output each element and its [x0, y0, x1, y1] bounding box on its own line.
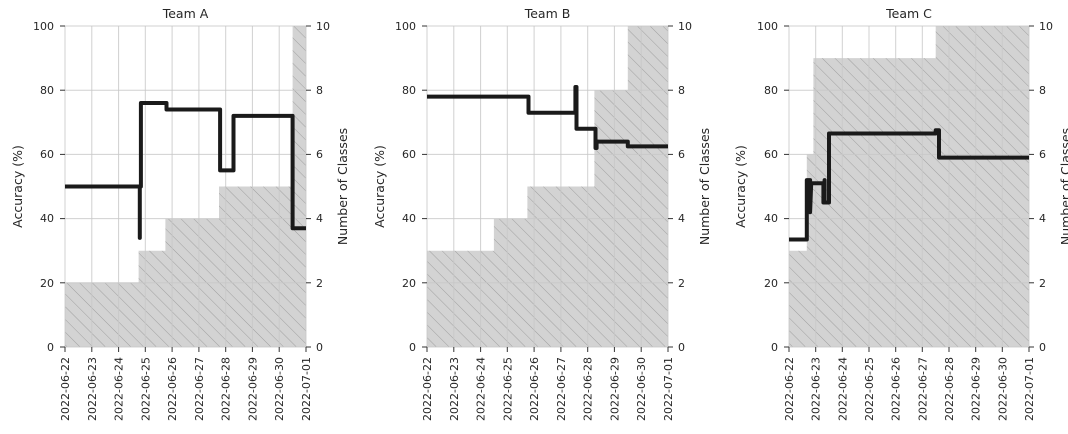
x-tick-label: 2022-06-30 [635, 357, 648, 421]
x-tick-label: 2022-06-28 [582, 357, 595, 421]
y-axis-label: Accuracy (%) [733, 145, 748, 228]
y2-tick-label: 0 [1039, 341, 1046, 354]
panel-title: Team A [162, 6, 209, 21]
y-tick-label: 80 [40, 84, 54, 97]
x-tick-label: 2022-06-22 [421, 357, 434, 421]
x-tick-label: 2022-06-27 [555, 357, 568, 421]
x-tick-labels: 2022-06-22 2022-06-23 2022-06-24 2022-06… [421, 357, 675, 421]
x-tick-label: 2022-06-23 [448, 357, 461, 421]
y-tick-label: 100 [395, 20, 416, 33]
y2-tick-label: 10 [1039, 20, 1053, 33]
accuracy-line [789, 128, 1029, 242]
y2-tick-label: 4 [1039, 212, 1046, 225]
y-tick-label: 40 [764, 212, 778, 225]
y-tick-label: 100 [33, 20, 54, 33]
x-tick-label: 2022-06-28 [943, 357, 956, 421]
panel-team-c: Team C 0 20 40 60 80 100 0 2 4 6 8 10 Ac… [733, 6, 1068, 421]
panel-team-b: Team B 0 20 40 60 80 100 0 2 4 6 8 10 Ac… [372, 6, 712, 421]
y2-tick-label: 8 [316, 84, 323, 97]
y-tick-label: 40 [402, 212, 416, 225]
y2-tick-label: 10 [316, 20, 330, 33]
x-tick-label: 2022-07-01 [1023, 357, 1036, 421]
y-axis-label: Accuracy (%) [372, 145, 387, 228]
x-tick-label: 2022-06-22 [59, 357, 72, 421]
plot-area [60, 25, 311, 352]
y2-tick-label: 6 [316, 148, 323, 161]
x-tick-label: 2022-06-30 [996, 357, 1009, 421]
y-tick-label: 80 [764, 84, 778, 97]
classes-area [65, 26, 306, 347]
classes-area [427, 26, 668, 347]
x-tick-label: 2022-06-27 [916, 357, 929, 421]
x-tick-label: 2022-06-29 [246, 357, 259, 421]
x-tick-label: 2022-06-28 [220, 357, 233, 421]
x-tick-labels: 2022-06-22 2022-06-23 2022-06-24 2022-06… [783, 357, 1036, 421]
y-tick-label: 20 [40, 277, 54, 290]
y2-tick-label: 0 [678, 341, 685, 354]
accuracy-line [427, 85, 668, 150]
panel-team-a: Team A 0 20 40 60 80 100 0 2 4 6 8 10 Ac… [10, 6, 350, 421]
y2-tick-label: 10 [678, 20, 692, 33]
x-tick-label: 2022-06-23 [810, 357, 823, 421]
y2-tick-label: 8 [678, 84, 685, 97]
y2-tick-label: 0 [316, 341, 323, 354]
panel-title: Team B [524, 6, 571, 21]
x-tick-label: 2022-06-25 [139, 357, 152, 421]
y-tick-label: 20 [764, 277, 778, 290]
accuracy-line [65, 101, 306, 240]
plot-area [422, 25, 673, 352]
x-tick-label: 2022-06-29 [608, 357, 621, 421]
x-tick-label: 2022-06-29 [970, 357, 983, 421]
x-tick-label: 2022-06-23 [86, 357, 99, 421]
x-tick-label: 2022-06-25 [863, 357, 876, 421]
y2-tick-label: 6 [678, 148, 685, 161]
y-tick-label: 60 [764, 148, 778, 161]
y2-axis-label: Number of Classes [697, 128, 712, 245]
y2-axis-label: Number of Classes [1058, 128, 1068, 245]
y2-tick-label: 2 [678, 277, 685, 290]
x-tick-label: 2022-07-01 [662, 357, 675, 421]
x-tick-label: 2022-07-01 [300, 357, 313, 421]
y-axis-label: Accuracy (%) [10, 145, 25, 228]
y-tick-label: 80 [402, 84, 416, 97]
x-tick-labels: 2022-06-22 2022-06-23 2022-06-24 2022-06… [59, 357, 313, 421]
y-tick-label: 0 [409, 341, 416, 354]
y-tick-label: 40 [40, 212, 54, 225]
y-tick-label: 100 [757, 20, 778, 33]
y-tick-label: 0 [771, 341, 778, 354]
x-tick-label: 2022-06-26 [528, 357, 541, 421]
x-tick-label: 2022-06-24 [475, 357, 488, 421]
x-tick-label: 2022-06-26 [890, 357, 903, 421]
x-tick-label: 2022-06-27 [193, 357, 206, 421]
y-tick-label: 20 [402, 277, 416, 290]
y2-tick-label: 4 [316, 212, 323, 225]
x-tick-label: 2022-06-26 [166, 357, 179, 421]
y2-tick-label: 6 [1039, 148, 1046, 161]
x-tick-label: 2022-06-25 [501, 357, 514, 421]
x-tick-label: 2022-06-22 [783, 357, 796, 421]
y2-tick-label: 2 [1039, 277, 1046, 290]
x-tick-label: 2022-06-30 [273, 357, 286, 421]
y2-tick-label: 2 [316, 277, 323, 290]
y-tick-label: 60 [40, 148, 54, 161]
plot-area [784, 25, 1034, 352]
y2-tick-label: 8 [1039, 84, 1046, 97]
y2-tick-label: 4 [678, 212, 685, 225]
y-tick-label: 60 [402, 148, 416, 161]
panel-title: Team C [885, 6, 932, 21]
x-tick-label: 2022-06-24 [113, 357, 126, 421]
y-tick-label: 0 [47, 341, 54, 354]
y2-axis-label: Number of Classes [335, 128, 350, 245]
classes-area [789, 26, 1029, 347]
x-tick-label: 2022-06-24 [836, 357, 849, 421]
